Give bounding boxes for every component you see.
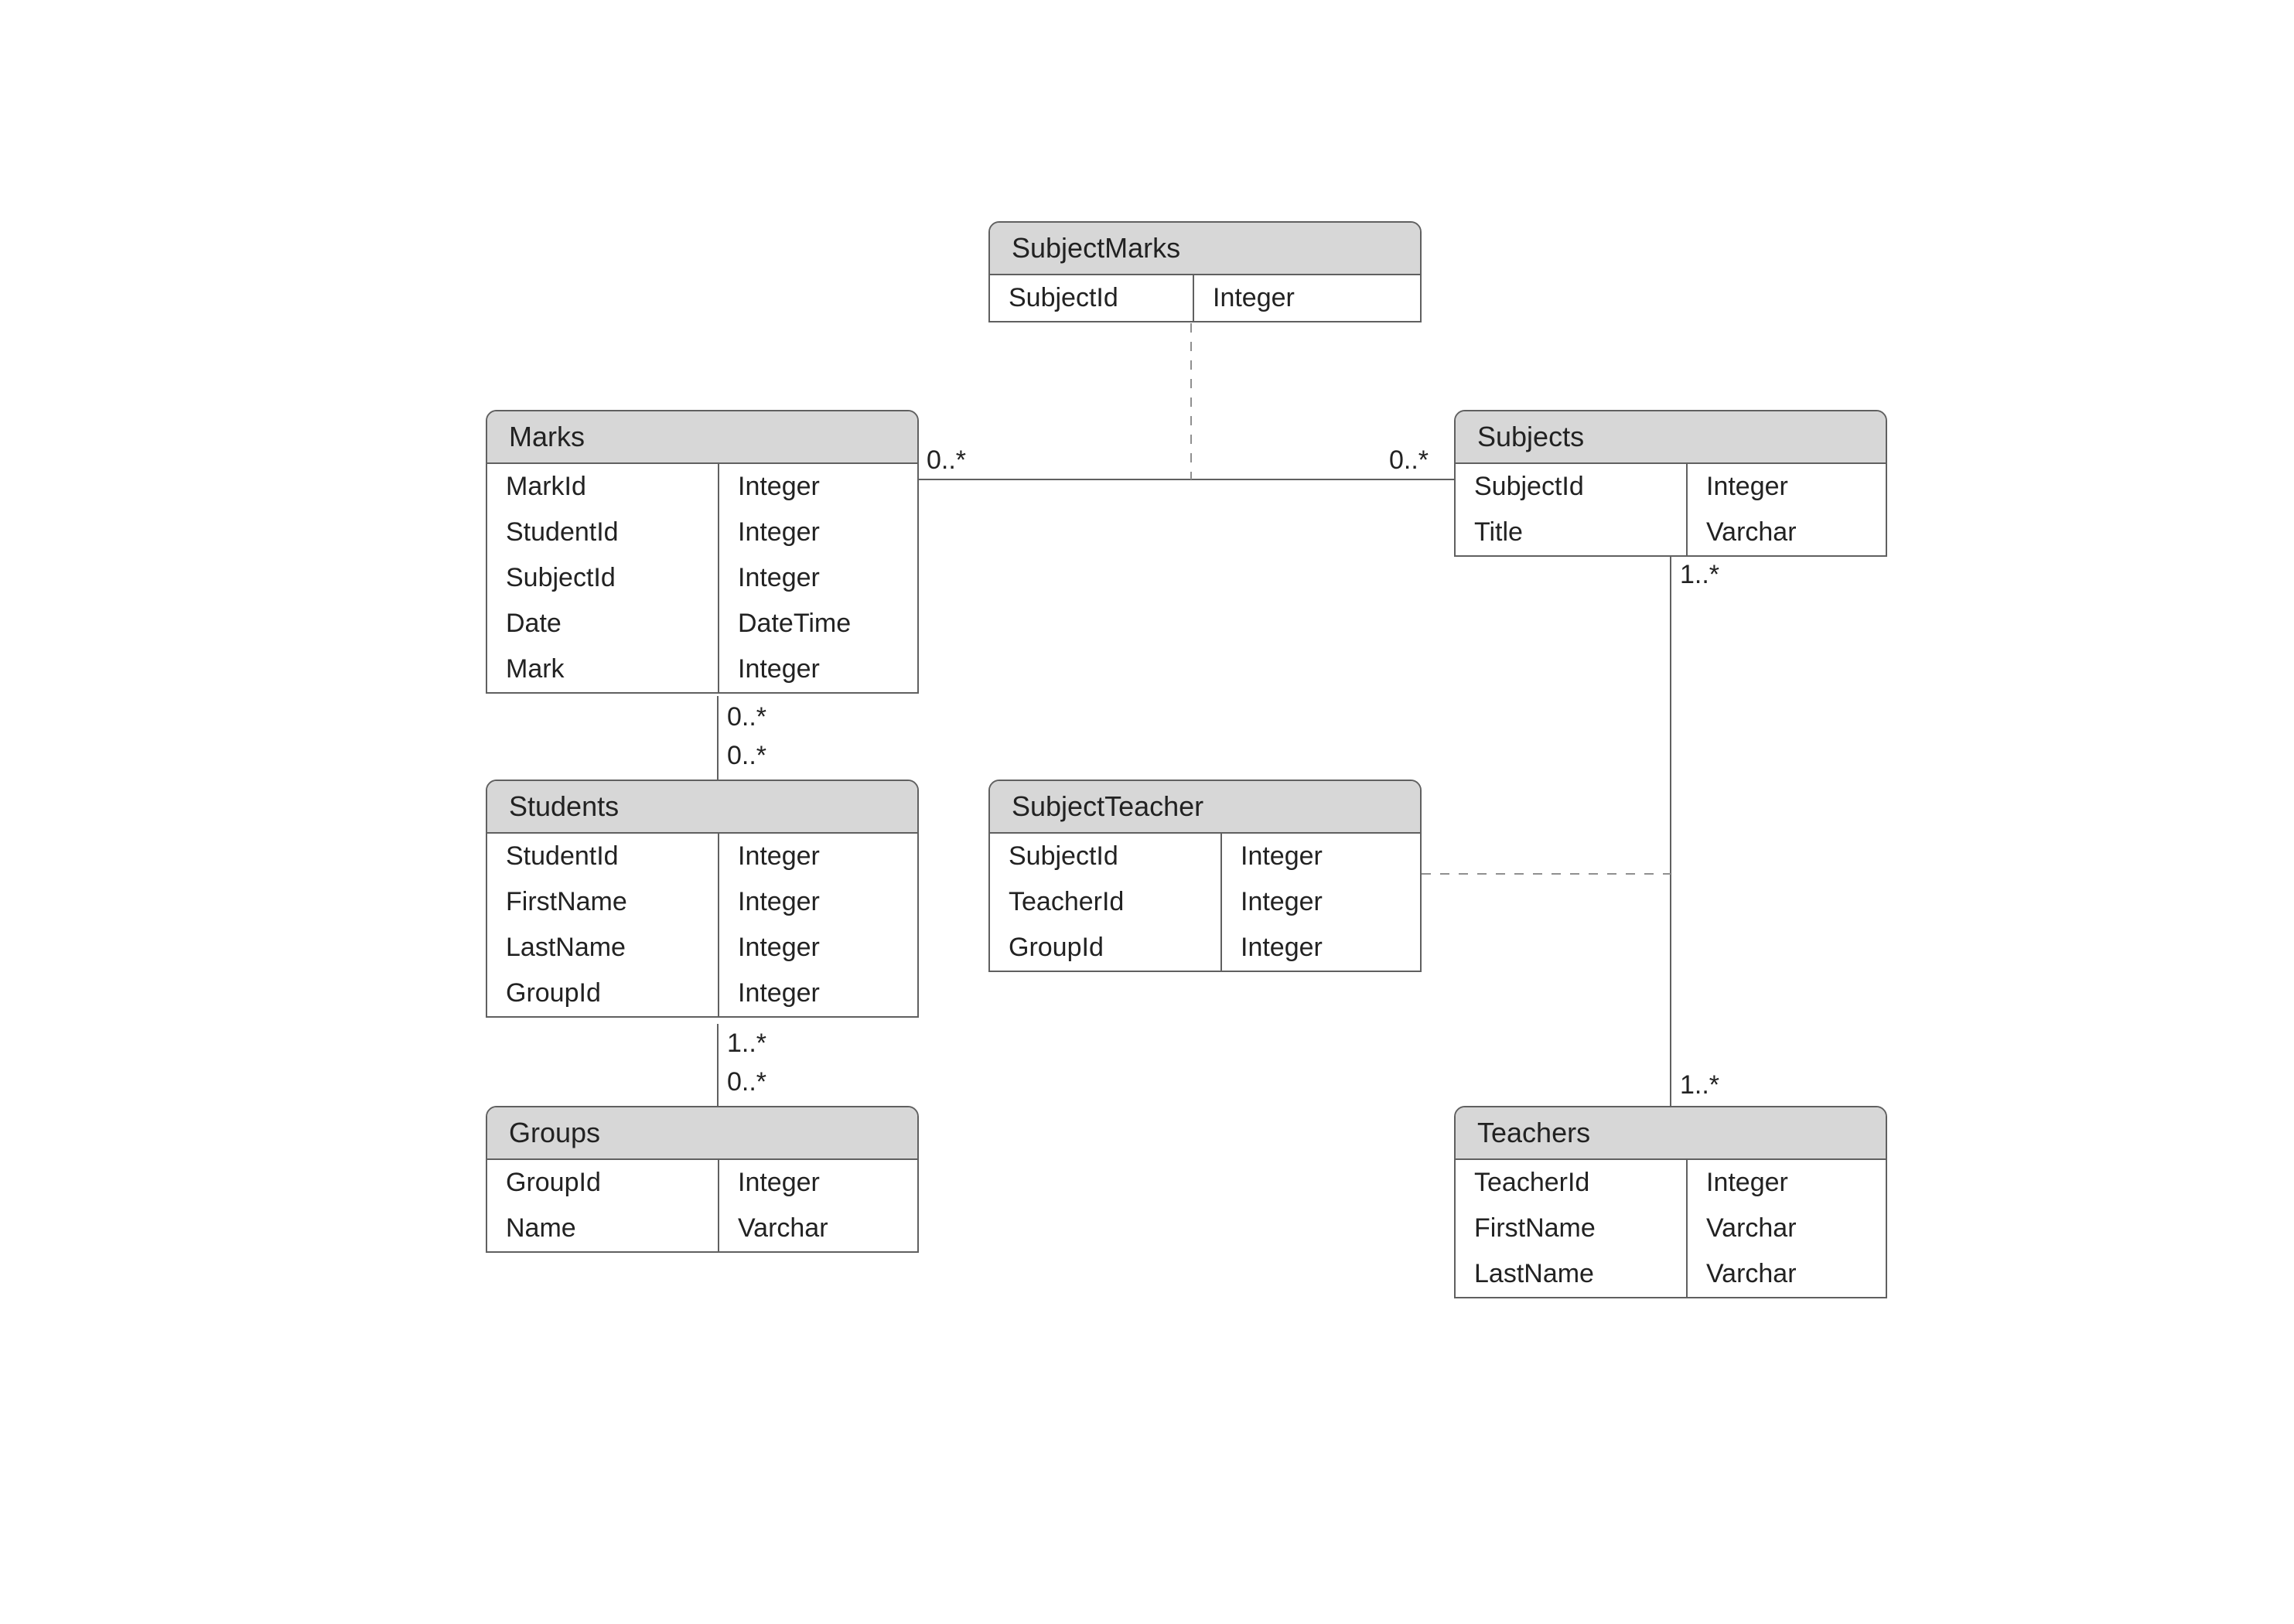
field-name: FirstName <box>1456 1206 1688 1251</box>
field-type: Integer <box>719 464 838 510</box>
entity-title: Marks <box>487 411 917 464</box>
multiplicity-label: 0..* <box>727 1067 766 1097</box>
field-name: MarkId <box>487 464 719 510</box>
field-type: Integer <box>719 879 838 925</box>
diagram-canvas: SubjectMarks SubjectId Integer Marks Mar… <box>0 0 2294 1624</box>
table-row: FirstName Integer <box>487 879 917 925</box>
entity-teachers: Teachers TeacherId Integer FirstName Var… <box>1454 1106 1887 1298</box>
table-row: SubjectId Integer <box>990 834 1420 879</box>
table-row: StudentId Integer <box>487 834 917 879</box>
field-name: FirstName <box>487 879 719 925</box>
field-name: SubjectId <box>1456 464 1688 510</box>
multiplicity-label: 0..* <box>727 741 766 771</box>
multiplicity-label: 1..* <box>1680 560 1719 590</box>
field-name: StudentId <box>487 834 719 879</box>
entity-students: Students StudentId Integer FirstName Int… <box>486 780 919 1018</box>
entity-title: Subjects <box>1456 411 1886 464</box>
entity-subjects: Subjects SubjectId Integer Title Varchar <box>1454 410 1887 557</box>
field-name: LastName <box>487 925 719 971</box>
field-name: Title <box>1456 510 1688 555</box>
field-name: Mark <box>487 647 719 692</box>
table-row: LastName Integer <box>487 925 917 971</box>
table-row: Name Varchar <box>487 1206 917 1251</box>
field-type: Integer <box>1222 925 1341 971</box>
table-row: MarkId Integer <box>487 464 917 510</box>
entity-title: SubjectMarks <box>990 223 1420 275</box>
entity-title: Teachers <box>1456 1107 1886 1160</box>
table-row: TeacherId Integer <box>1456 1160 1886 1206</box>
field-name: TeacherId <box>990 879 1222 925</box>
entity-title: SubjectTeacher <box>990 781 1420 834</box>
field-type: Integer <box>719 971 838 1016</box>
table-row: SubjectId Integer <box>487 555 917 601</box>
entity-marks: Marks MarkId Integer StudentId Integer S… <box>486 410 919 694</box>
table-row: GroupId Integer <box>487 1160 917 1206</box>
field-name: StudentId <box>487 510 719 555</box>
field-type: Integer <box>719 1160 838 1206</box>
table-row: FirstName Varchar <box>1456 1206 1886 1251</box>
table-row: LastName Varchar <box>1456 1251 1886 1297</box>
field-type: Integer <box>1194 275 1313 321</box>
field-type: Integer <box>719 510 838 555</box>
field-name: GroupId <box>487 971 719 1016</box>
field-name: SubjectId <box>990 275 1194 321</box>
field-type: Integer <box>1222 834 1341 879</box>
table-row: StudentId Integer <box>487 510 917 555</box>
field-type: Integer <box>1688 464 1807 510</box>
field-name: LastName <box>1456 1251 1688 1297</box>
multiplicity-label: 1..* <box>1680 1070 1719 1100</box>
field-type: DateTime <box>719 601 869 647</box>
table-row: GroupId Integer <box>487 971 917 1016</box>
table-row: GroupId Integer <box>990 925 1420 971</box>
entity-subjectteacher: SubjectTeacher SubjectId Integer Teacher… <box>988 780 1422 972</box>
field-type: Varchar <box>719 1206 847 1251</box>
multiplicity-label: 0..* <box>727 702 766 732</box>
entity-title: Students <box>487 781 917 834</box>
entity-subjectmarks: SubjectMarks SubjectId Integer <box>988 221 1422 322</box>
table-row: SubjectId Integer <box>990 275 1420 321</box>
field-name: SubjectId <box>487 555 719 601</box>
table-row: Mark Integer <box>487 647 917 692</box>
table-row: Date DateTime <box>487 601 917 647</box>
field-type: Varchar <box>1688 1251 1815 1297</box>
entity-groups: Groups GroupId Integer Name Varchar <box>486 1106 919 1253</box>
field-name: GroupId <box>990 925 1222 971</box>
field-name: Name <box>487 1206 719 1251</box>
table-row: TeacherId Integer <box>990 879 1420 925</box>
field-name: GroupId <box>487 1160 719 1206</box>
field-name: SubjectId <box>990 834 1222 879</box>
entity-title: Groups <box>487 1107 917 1160</box>
field-type: Varchar <box>1688 1206 1815 1251</box>
multiplicity-label: 1..* <box>727 1029 766 1059</box>
field-type: Integer <box>1688 1160 1807 1206</box>
field-type: Integer <box>1222 879 1341 925</box>
table-row: Title Varchar <box>1456 510 1886 555</box>
field-type: Integer <box>719 834 838 879</box>
field-name: TeacherId <box>1456 1160 1688 1206</box>
field-type: Integer <box>719 925 838 971</box>
field-name: Date <box>487 601 719 647</box>
multiplicity-label: 0..* <box>927 445 966 476</box>
field-type: Integer <box>719 647 838 692</box>
table-row: SubjectId Integer <box>1456 464 1886 510</box>
field-type: Integer <box>719 555 838 601</box>
multiplicity-label: 0..* <box>1389 445 1429 476</box>
field-type: Varchar <box>1688 510 1815 555</box>
